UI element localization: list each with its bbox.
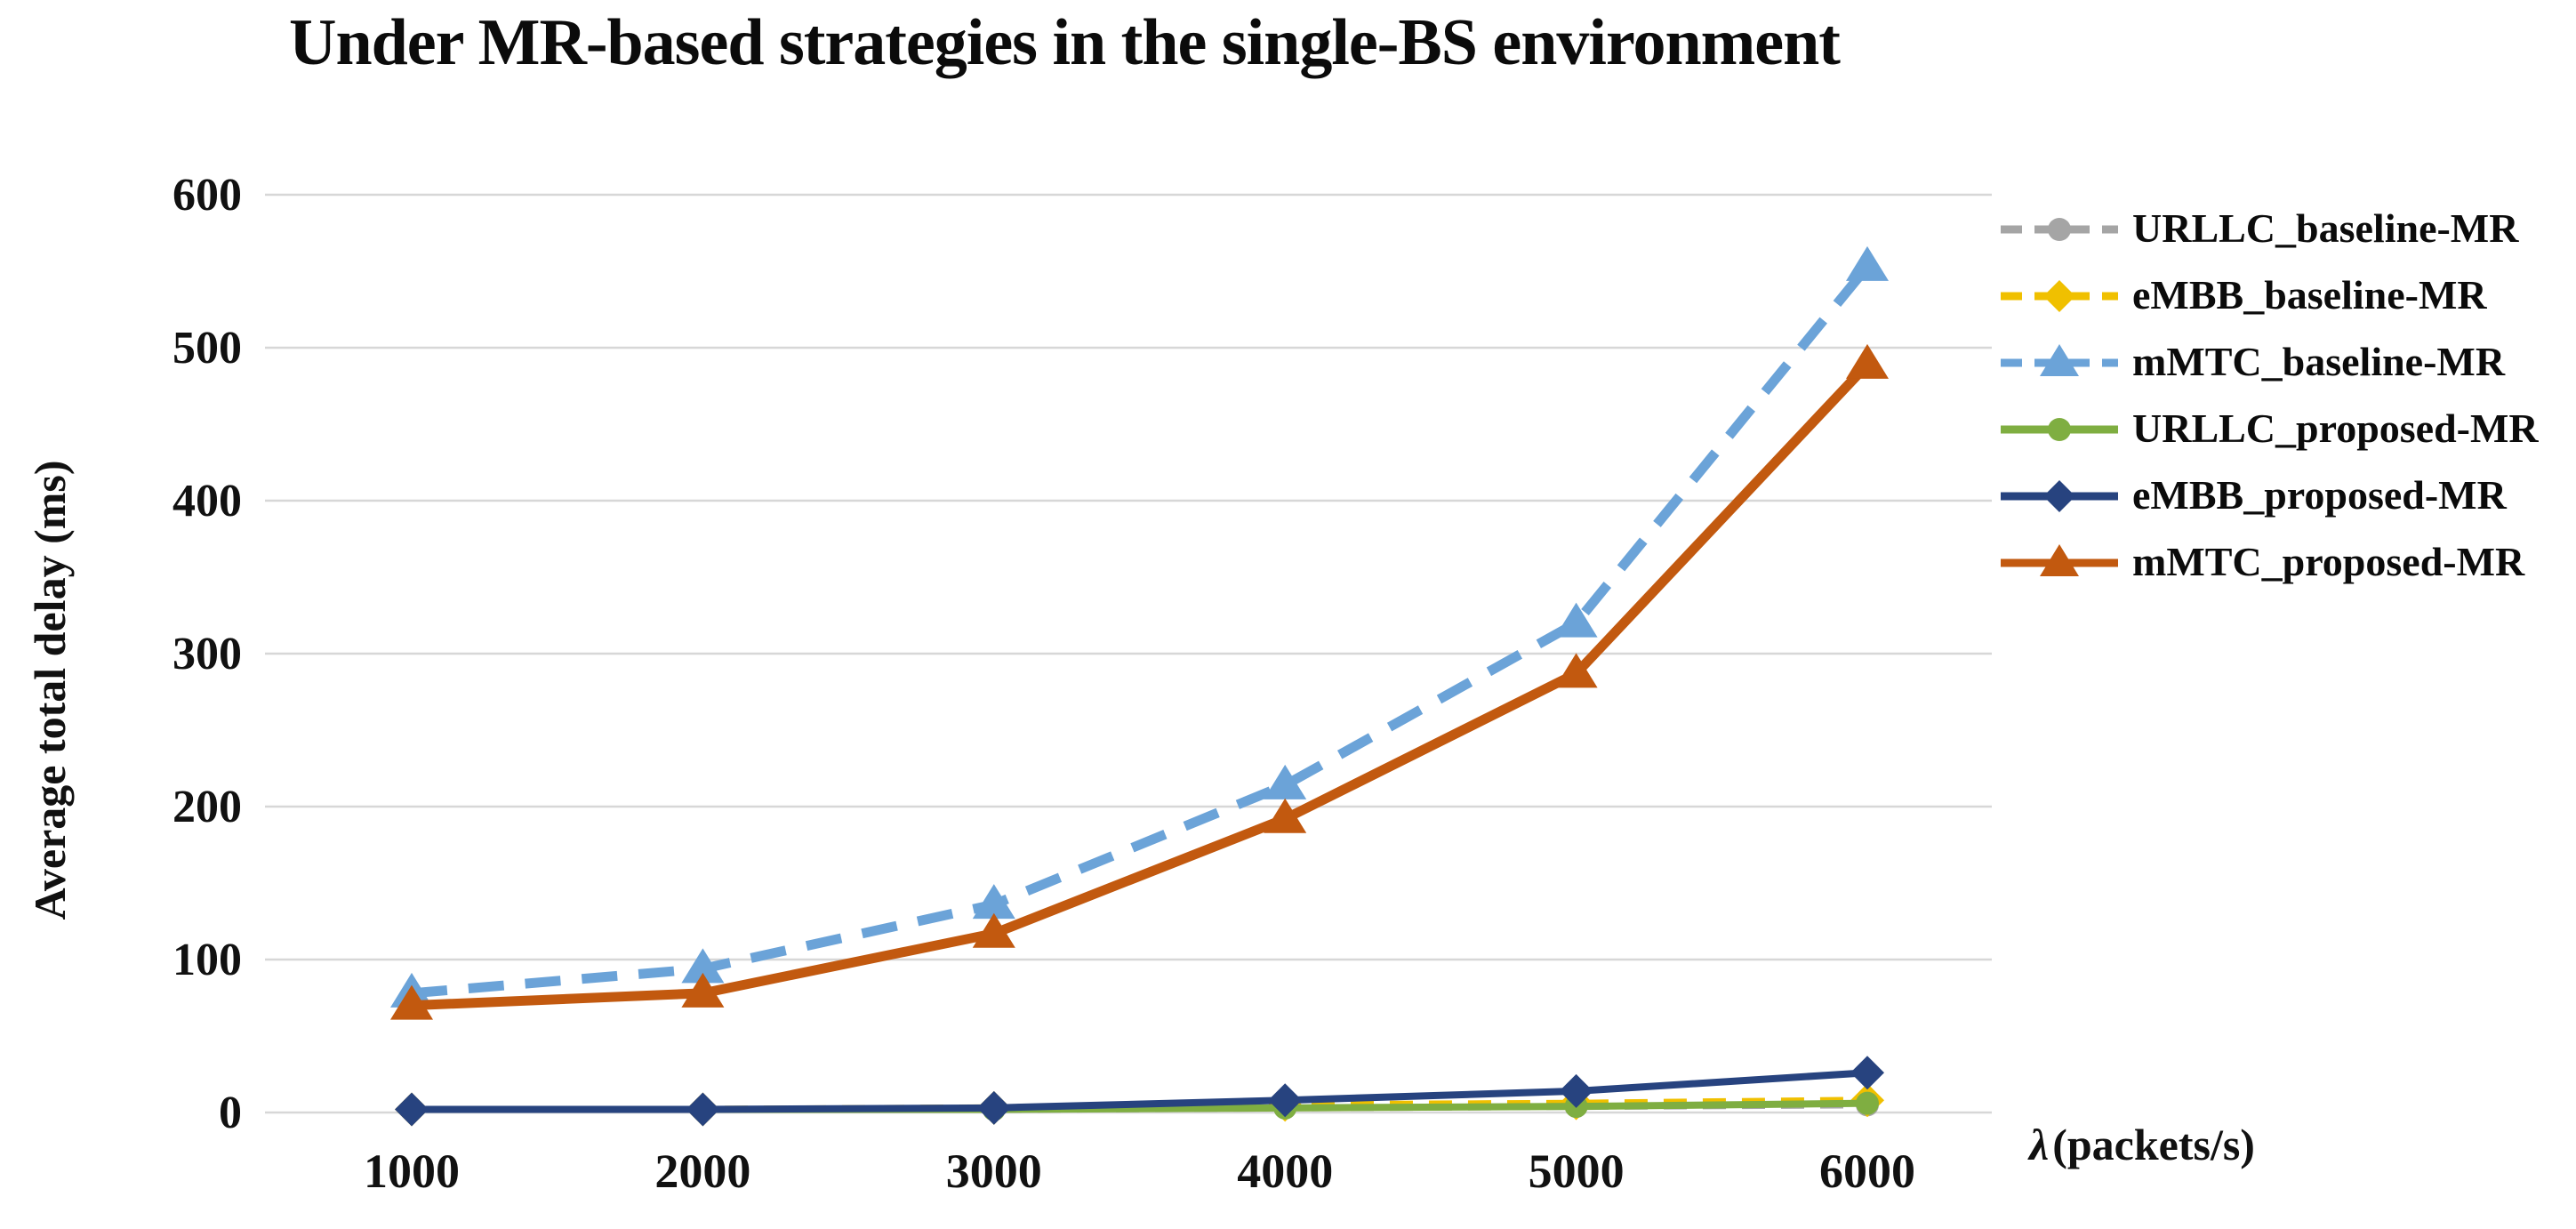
- series-line-mMTC_proposed-MR: [406, 359, 1873, 1011]
- legend: URLLC_baseline-MR eMBB_baseline-MR mMTC_ba…: [1999, 195, 2539, 595]
- legend-swatch-triangle-icon: [2001, 543, 2118, 576]
- lambda-symbol: λ: [2029, 1120, 2050, 1169]
- x-axis-units: (packets/s): [2052, 1120, 2255, 1169]
- legend-item: URLLC_baseline-MR: [1999, 195, 2539, 261]
- data-point-marker: [681, 948, 725, 984]
- x-axis-title: λ(packets/s): [2029, 1119, 2255, 1170]
- legend-label: mMTC_baseline-MR: [2132, 339, 2506, 384]
- y-tick-label: 200: [173, 782, 242, 832]
- y-tick-label: 600: [173, 170, 242, 221]
- data-point-marker: [972, 884, 1015, 920]
- data-point-marker: [1268, 1083, 1303, 1118]
- legend-swatch-circle-icon: [2001, 217, 2118, 241]
- x-tick-label: 3000: [946, 1145, 1042, 1198]
- x-tick-label: 1000: [364, 1145, 460, 1198]
- x-tick-label: 4000: [1237, 1145, 1333, 1198]
- legend-label: mMTC_proposed-MR: [2132, 539, 2525, 584]
- data-point-marker: [1264, 764, 1307, 799]
- series-line-eMBB_proposed-MR: [408, 1069, 1871, 1113]
- data-point-marker: [1264, 798, 1307, 833]
- data-point-marker: [1846, 245, 1889, 281]
- data-point-marker: [1856, 1091, 1879, 1115]
- y-tick-label: 100: [173, 935, 242, 985]
- data-point-marker: [972, 912, 1015, 948]
- legend-swatch-triangle-icon: [2001, 343, 2118, 376]
- legend-item: mMTC_proposed-MR: [1999, 528, 2539, 595]
- legend-swatch-diamond-icon: [2001, 279, 2118, 312]
- x-tick-label: 2000: [654, 1145, 750, 1198]
- data-point-marker: [1559, 1073, 1593, 1108]
- chart-title: Under MR-based strategies in the single-…: [289, 6, 1841, 79]
- legend-label: URLLC_baseline-MR: [2132, 205, 2519, 251]
- data-point-marker: [395, 1092, 429, 1127]
- series-line-mMTC_baseline-MR: [411, 263, 1872, 999]
- x-tick-label: 6000: [1819, 1145, 1915, 1198]
- y-tick-label: 500: [173, 323, 242, 374]
- legend-label: eMBB_proposed-MR: [2132, 472, 2507, 518]
- data-point-marker: [1846, 343, 1889, 379]
- legend-item: URLLC_proposed-MR: [1999, 395, 2539, 462]
- legend-label: eMBB_baseline-MR: [2132, 272, 2487, 317]
- data-point-marker: [1554, 602, 1598, 638]
- legend-item: eMBB_baseline-MR: [1999, 261, 2539, 328]
- legend-item: mMTC_baseline-MR: [1999, 328, 2539, 395]
- legend-swatch-circle-icon: [2001, 417, 2118, 441]
- data-point-marker: [976, 1090, 1011, 1125]
- data-point-marker: [686, 1092, 720, 1127]
- x-tick-label: 5000: [1529, 1145, 1625, 1198]
- y-tick-label: 300: [173, 629, 242, 679]
- data-point-marker: [681, 972, 725, 1008]
- legend-swatch-diamond-icon: [2001, 479, 2118, 512]
- y-tick-label: 0: [219, 1088, 242, 1138]
- data-point-marker: [1554, 653, 1598, 688]
- data-point-marker: [390, 984, 433, 1020]
- data-point-marker: [1850, 1056, 1884, 1090]
- legend-item: eMBB_proposed-MR: [1999, 462, 2539, 528]
- y-tick-label: 400: [173, 476, 242, 526]
- legend-label: URLLC_proposed-MR: [2132, 406, 2539, 451]
